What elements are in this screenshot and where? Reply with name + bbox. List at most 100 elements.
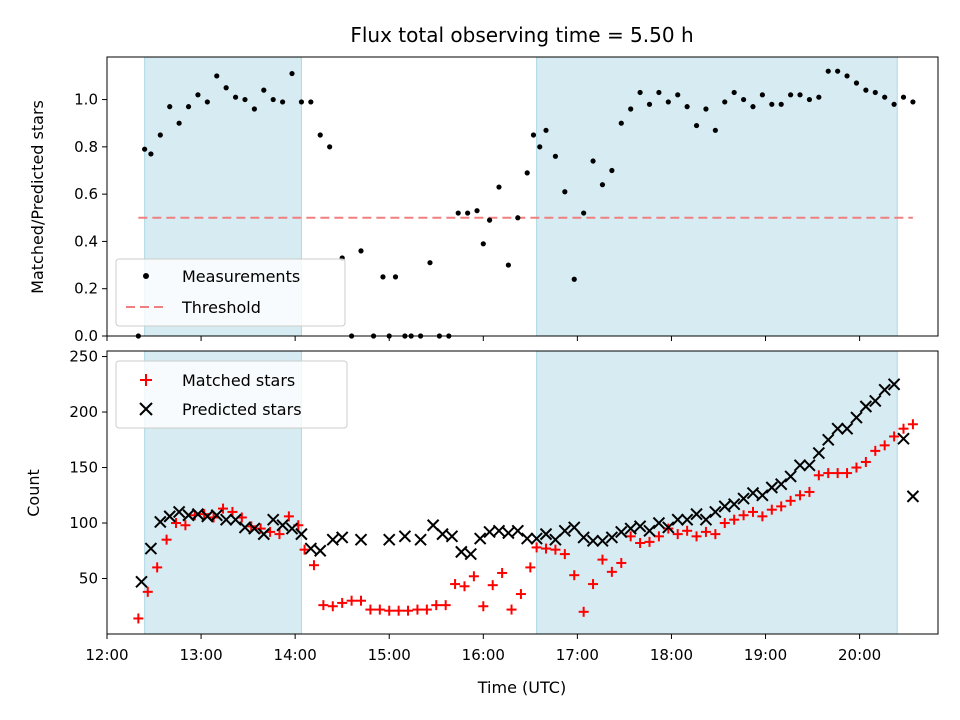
predicted-star-point <box>502 526 515 540</box>
matched-star-point <box>308 560 319 571</box>
measurement-point <box>214 73 220 79</box>
predicted-star-point <box>455 545 468 559</box>
matched-star-point <box>337 597 348 608</box>
bottom-y-tick-label: 150 <box>69 459 98 477</box>
matched-star-point <box>142 586 153 597</box>
bottom-panel: 50 100 150 200 250 12:00 13:00 14:00 15:00 16:00… <box>24 348 939 697</box>
measurement-point <box>232 94 239 100</box>
matched-star-point <box>421 604 432 615</box>
top-x-ticks <box>106 336 861 341</box>
measurement-point <box>693 122 700 129</box>
matched-star-point <box>356 595 367 606</box>
top-y-axis-label: Matched/Predicted stars <box>28 100 47 294</box>
predicted-star-point <box>737 492 750 505</box>
measurement-point <box>590 158 596 164</box>
bottom-x-tick-label: 13:00 <box>179 646 222 664</box>
matched-star-point <box>757 511 768 522</box>
predicted-star-point <box>229 513 242 526</box>
bottom-y-tick-label: 200 <box>69 403 98 421</box>
measurement-point <box>900 94 907 100</box>
measurement-point <box>750 104 756 110</box>
measurement-point <box>637 89 643 96</box>
bottom-axes-frame <box>106 350 939 635</box>
predicted-star-point <box>680 513 694 526</box>
measurement-point <box>358 248 364 254</box>
bottom-x-ticks: 12:00 13:00 14:00 15:00 16:00 17:00 18:00 19:00… <box>85 634 881 664</box>
measurement-point <box>562 189 568 195</box>
measurement-point <box>496 184 502 190</box>
predicted-star-point <box>445 530 459 543</box>
measurement-point <box>872 89 878 96</box>
predicted-star-point <box>539 527 553 541</box>
matched-star-point <box>218 503 229 514</box>
measurement-point <box>537 144 543 150</box>
predicted-star-point <box>624 522 637 535</box>
predicted-star-point <box>812 446 826 460</box>
measurement-point <box>571 276 577 282</box>
measurement-point <box>797 92 803 98</box>
matched-star-point <box>898 423 909 434</box>
measurement-point <box>740 96 747 103</box>
matched-star-point <box>180 520 191 531</box>
legend-predicted-label: Predicted stars <box>182 400 302 419</box>
measurement-point <box>722 99 728 105</box>
measurement-point <box>891 101 897 107</box>
bottom-legend-box <box>115 360 348 429</box>
measurement-point <box>289 70 295 77</box>
measurement-point <box>646 101 653 107</box>
matched-star-point <box>550 544 561 555</box>
matched-star-point <box>635 537 646 548</box>
predicted-star-point <box>520 532 534 545</box>
legend-matched-marker <box>140 374 152 386</box>
measurement-point <box>609 167 615 174</box>
measurement-point <box>769 101 775 107</box>
measurement-point <box>712 127 718 133</box>
matched-star-point <box>346 595 357 606</box>
predicted-star-point <box>784 470 797 483</box>
predicted-star-point <box>775 477 788 491</box>
matched-star-point <box>393 605 404 616</box>
top-y-tick-label: 0.0 <box>74 327 98 345</box>
measurement-point <box>599 182 606 188</box>
measurement-point <box>327 144 333 150</box>
matched-star-point <box>170 518 181 529</box>
matched-star-point <box>515 589 526 600</box>
matched-star-point <box>851 462 862 473</box>
top-shaded-regions <box>144 56 898 337</box>
bottom-x-tick-label: 19:00 <box>744 646 787 664</box>
measurement-point <box>280 99 286 105</box>
predicted-star-point <box>652 516 666 530</box>
predicted-star-point <box>335 531 349 544</box>
measurement-point <box>195 92 201 98</box>
measurement-point <box>825 68 831 74</box>
measurement-point <box>581 210 587 216</box>
bottom-legend: Matched stars Predicted stars <box>115 360 348 429</box>
predicted-star-point <box>718 500 731 513</box>
predicted-star-point <box>285 522 299 535</box>
measurement-point <box>270 96 276 103</box>
matched-star-point <box>870 445 881 456</box>
matched-star-point <box>907 419 918 430</box>
matched-star-point <box>569 570 580 581</box>
top-shaded-region-1 <box>536 56 898 337</box>
predicted-star-point <box>605 531 619 544</box>
predicted-star-point <box>690 507 703 521</box>
measurement-point <box>465 210 471 216</box>
predicted-star-point <box>163 510 176 523</box>
matched-star-point <box>766 504 777 515</box>
predicted-star-point <box>615 525 628 539</box>
matched-star-point <box>785 495 796 506</box>
predicted-star-point <box>414 533 427 546</box>
matched-star-point <box>152 562 163 573</box>
predicted-star-point <box>511 524 525 537</box>
bottom-x-tick-label: 20:00 <box>838 646 881 664</box>
predicted-star-point <box>662 521 675 534</box>
measurement-point <box>806 96 813 103</box>
predicted-star-point <box>464 547 477 561</box>
measurement-point <box>844 73 850 79</box>
measurement-point <box>788 92 794 98</box>
predicted-star-point <box>354 533 368 546</box>
predicted-star-point <box>756 489 769 502</box>
measurement-point <box>882 94 888 100</box>
matched-star-point <box>832 468 843 479</box>
